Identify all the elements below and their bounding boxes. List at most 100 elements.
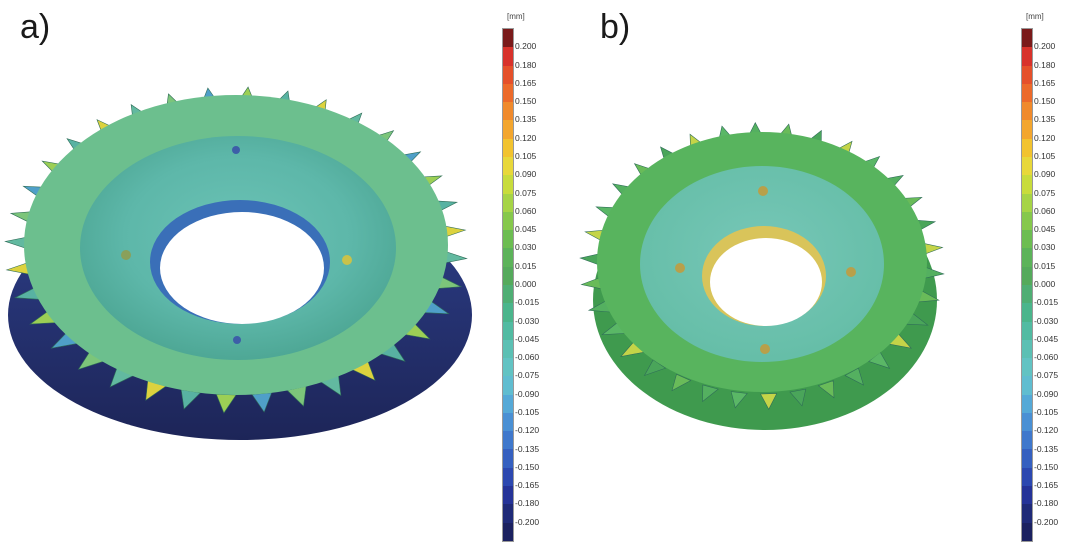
colorbar-tick-label: -0.075 xyxy=(515,370,539,380)
colorbar-tick-label: 0.060 xyxy=(1034,206,1055,216)
gear-b-hole-right xyxy=(846,267,856,277)
colorbar-segment xyxy=(503,230,513,248)
gear-a-hole-bottom xyxy=(233,336,241,344)
colorbar-ticks: 0.200 0.180 0.165 0.150 0.135 0.120 0.105 0.090… xyxy=(1034,28,1065,540)
colorbar-tick-label: -0.150 xyxy=(1034,462,1058,472)
colorbar-tick-label: 0.105 xyxy=(1034,151,1055,161)
colorbar-segment xyxy=(1022,303,1032,321)
colorbar-segment xyxy=(1022,47,1032,65)
colorbar-segment xyxy=(1022,449,1032,467)
colorbar-tick-label: -0.060 xyxy=(1034,352,1058,362)
colorbar-tick-label: 0.045 xyxy=(1034,224,1055,234)
colorbar-segment xyxy=(1022,212,1032,230)
colorbar-segment xyxy=(503,139,513,157)
colorbar-segment xyxy=(1022,230,1032,248)
colorbar-segment xyxy=(503,431,513,449)
colorbar-segment xyxy=(503,194,513,212)
colorbar-segment xyxy=(1022,139,1032,157)
colorbar-tick-label: -0.060 xyxy=(515,352,539,362)
colorbar-unit: [mm] xyxy=(1026,12,1044,21)
colorbar-segment xyxy=(503,376,513,394)
colorbar-tick-label: -0.045 xyxy=(515,334,539,344)
colorbar-unit: [mm] xyxy=(507,12,525,21)
colorbar-segment xyxy=(1022,194,1032,212)
colorbar-tick-label: -0.105 xyxy=(515,407,539,417)
colorbar-segment xyxy=(503,157,513,175)
colorbar-segment xyxy=(1022,395,1032,413)
colorbar-segment xyxy=(1022,358,1032,376)
colorbar-tick-label: -0.165 xyxy=(1034,480,1058,490)
colorbar-tick-label: -0.135 xyxy=(515,444,539,454)
colorbar-ticks: 0.200 0.180 0.165 0.150 0.135 0.120 0.105 0.090… xyxy=(515,28,555,540)
colorbar-tick-label: 0.060 xyxy=(515,206,536,216)
colorbar-tick-label: 0.090 xyxy=(515,169,536,179)
colorbar-segment xyxy=(1022,504,1032,522)
colorbar-segment xyxy=(1022,376,1032,394)
colorbar-segment xyxy=(503,66,513,84)
colorbar-tick-label: 0.015 xyxy=(1034,261,1055,271)
colorbar-tick-label: 0.120 xyxy=(1034,133,1055,143)
colorbar-segment xyxy=(1022,157,1032,175)
colorbar-tick-label: -0.090 xyxy=(1034,389,1058,399)
colorbar-tick-label: -0.075 xyxy=(1034,370,1058,380)
colorbar-segment xyxy=(503,84,513,102)
colorbar-segment xyxy=(503,504,513,522)
colorbar-segment xyxy=(503,248,513,266)
colorbar-tick-label: 0.165 xyxy=(515,78,536,88)
colorbar-tick-label: -0.150 xyxy=(515,462,539,472)
colorbar-tick-label: -0.015 xyxy=(515,297,539,307)
colorbar-tick-label: 0.200 xyxy=(515,41,536,51)
colorbar-segment xyxy=(1022,468,1032,486)
colorbar-tick-label: 0.165 xyxy=(1034,78,1055,88)
gear-a xyxy=(5,87,472,440)
colorbar-tick-label: -0.120 xyxy=(515,425,539,435)
gear-b-hole-top xyxy=(758,186,768,196)
colorbar-segment xyxy=(503,267,513,285)
colorbar-segment xyxy=(503,449,513,467)
colorbar-tick-label: 0.075 xyxy=(1034,188,1055,198)
colorbar-tick-label: 0.000 xyxy=(515,279,536,289)
colorbar-tick-label: 0.090 xyxy=(1034,169,1055,179)
colorbar-segment xyxy=(503,212,513,230)
colorbar-segment xyxy=(503,303,513,321)
colorbar-tick-label: -0.180 xyxy=(1034,498,1058,508)
colorbar-tick-label: 0.180 xyxy=(1034,60,1055,70)
colorbar-segment xyxy=(503,322,513,340)
colorbar-segment xyxy=(503,285,513,303)
colorbar-segment xyxy=(503,175,513,193)
colorbar-tick-label: 0.135 xyxy=(515,114,536,124)
colorbar-segment xyxy=(503,468,513,486)
gear-a-hole-right xyxy=(342,255,352,265)
colorbar-segment xyxy=(503,523,513,541)
gear-b-hole-left xyxy=(675,263,685,273)
colorbar-segment xyxy=(1022,84,1032,102)
colorbar-segment xyxy=(1022,66,1032,84)
colorbar-segment xyxy=(503,413,513,431)
colorbar-segment xyxy=(503,120,513,138)
gear-a-hole-top xyxy=(232,146,240,154)
colorbar-tick-label: 0.200 xyxy=(1034,41,1055,51)
colorbar-tick-label: -0.200 xyxy=(1034,517,1058,527)
colorbar-segment xyxy=(1022,267,1032,285)
colorbar-segment xyxy=(1022,120,1032,138)
colorbar-tick-label: 0.105 xyxy=(515,151,536,161)
colorbar-tick-label: 0.150 xyxy=(1034,96,1055,106)
colorbar-segment xyxy=(1022,486,1032,504)
gear-b-bore xyxy=(710,238,822,326)
colorbar-tick-label: 0.045 xyxy=(515,224,536,234)
colorbar-swatches xyxy=(1021,28,1033,542)
colorbar-tick-label: 0.075 xyxy=(515,188,536,198)
colorbar-segment xyxy=(1022,340,1032,358)
gear-a-bore xyxy=(160,212,324,324)
colorbar-segment xyxy=(1022,431,1032,449)
colorbar-tick-label: -0.090 xyxy=(515,389,539,399)
colorbar-tick-label: -0.200 xyxy=(515,517,539,527)
colorbar-tick-label: -0.180 xyxy=(515,498,539,508)
colorbar-segment xyxy=(503,102,513,120)
colorbar-tick-label: 0.150 xyxy=(515,96,536,106)
colorbar-segment xyxy=(503,486,513,504)
colorbar-tick-label: 0.030 xyxy=(515,242,536,252)
colorbar-segment xyxy=(1022,322,1032,340)
colorbar-segment xyxy=(1022,29,1032,47)
colorbar-tick-label: -0.015 xyxy=(1034,297,1058,307)
